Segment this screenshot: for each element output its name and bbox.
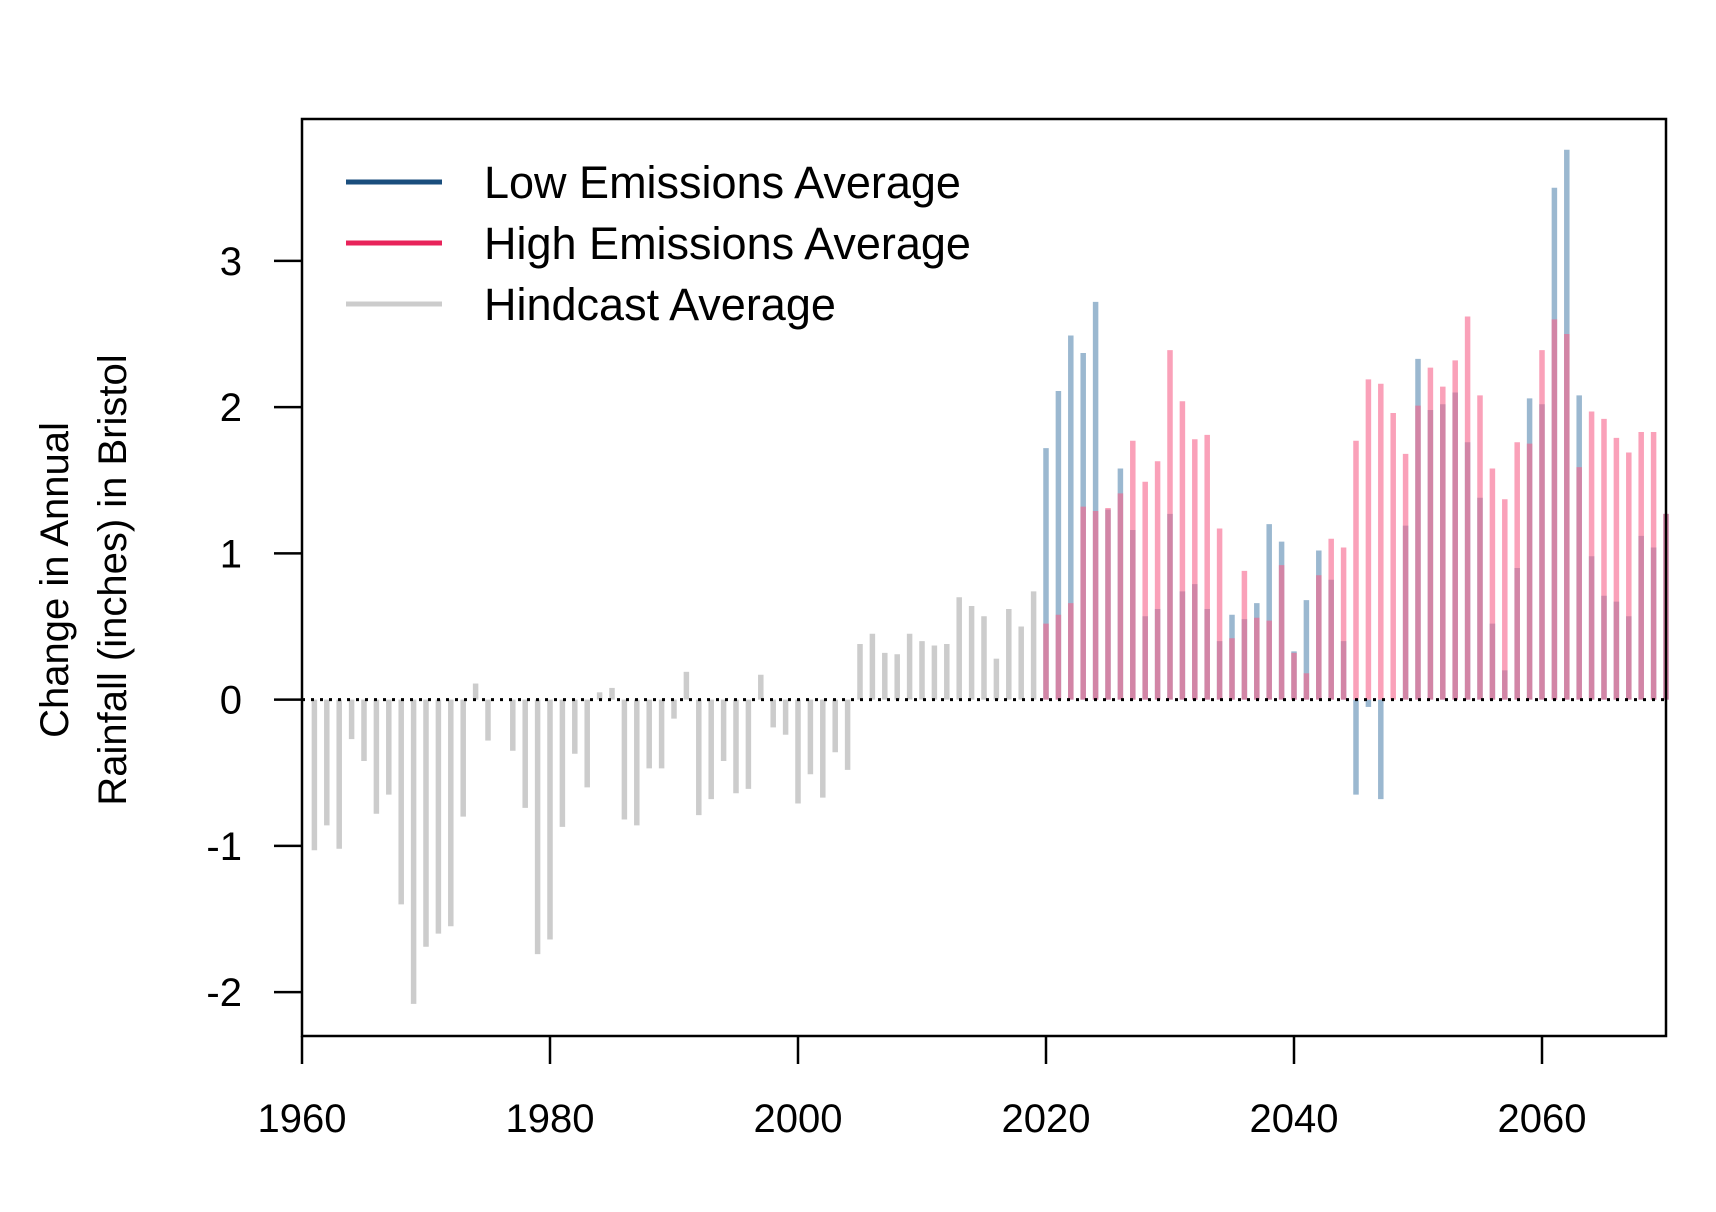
x-tick-label: 2040: [1250, 1097, 1339, 1141]
high-emissions-bars: [1043, 316, 1669, 700]
y-axis-label-line: Rainfall (inches) in Bristol: [91, 354, 135, 805]
y-tick-label: 1: [220, 532, 242, 576]
x-tick-label: 2000: [754, 1097, 843, 1141]
y-axis-label: Change in Annual Rainfall (inches) in Bri…: [33, 354, 135, 805]
y-axis-label-line: Change in Annual: [33, 422, 77, 738]
y-tick-label: 2: [220, 386, 242, 430]
y-tick-label: 3: [220, 240, 242, 284]
y-tick-label: -1: [206, 825, 242, 869]
y-axis: -2 -1 0 1 2 3: [206, 240, 302, 1015]
y-tick-label: 0: [220, 679, 242, 723]
x-tick-label: 1980: [506, 1097, 595, 1141]
legend: Low Emissions Average High Emissions Aver…: [346, 157, 971, 330]
legend-label: Hindcast Average: [484, 279, 836, 330]
x-tick-label: 2020: [1002, 1097, 1091, 1141]
x-axis: 1960 1980 2000 2020 2040 2060: [258, 1036, 1587, 1141]
hindcast-bars: [311, 591, 1037, 1004]
legend-label: High Emissions Average: [484, 218, 971, 269]
x-tick-label: 2060: [1498, 1097, 1587, 1141]
legend-label: Low Emissions Average: [484, 157, 961, 208]
y-tick-label: -2: [206, 971, 242, 1015]
x-tick-label: 1960: [258, 1097, 347, 1141]
plot-frame: [300, 117, 1668, 1038]
